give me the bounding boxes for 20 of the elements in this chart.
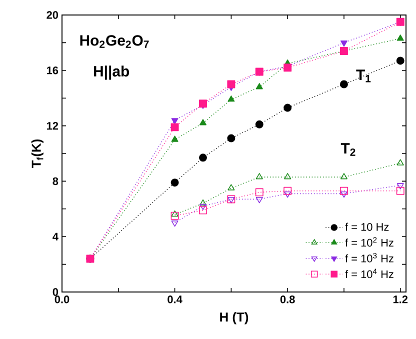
x-tick-label: 0.4 xyxy=(168,296,182,304)
x-tick-label: 0.8 xyxy=(280,296,295,304)
annotation: T$_{2}$ xyxy=(340,143,356,156)
legend-label: f = 10$^{2}$ Hz xyxy=(345,237,394,247)
legend-label: f = 10$^{3}$ Hz xyxy=(345,252,394,262)
y-axis-title: T$_{f}$(K) xyxy=(31,139,44,168)
x-tick-label: 1.2 xyxy=(393,296,408,304)
y-tick-label: 16 xyxy=(46,66,58,74)
annotation: T$_{1}$ xyxy=(356,70,371,82)
x-axis-title: H (T) xyxy=(220,312,248,324)
x-tick-label: 0.0 xyxy=(54,296,70,304)
y-tick-label: 20 xyxy=(46,11,58,19)
y-tick-label: 12 xyxy=(46,122,58,130)
y-tick-label: 8 xyxy=(52,177,58,186)
legend-label: f = 10$^{4}$ Hz xyxy=(345,268,394,278)
annotation: H||ab xyxy=(94,66,130,80)
legend-label: f = 10 Hz xyxy=(345,222,389,231)
annotation: Ho$_{2}$Ge$_{2}$O$_{7}$ xyxy=(80,35,149,48)
y-tick-label: 4 xyxy=(52,232,58,240)
y-tick-label: 0 xyxy=(52,288,58,296)
